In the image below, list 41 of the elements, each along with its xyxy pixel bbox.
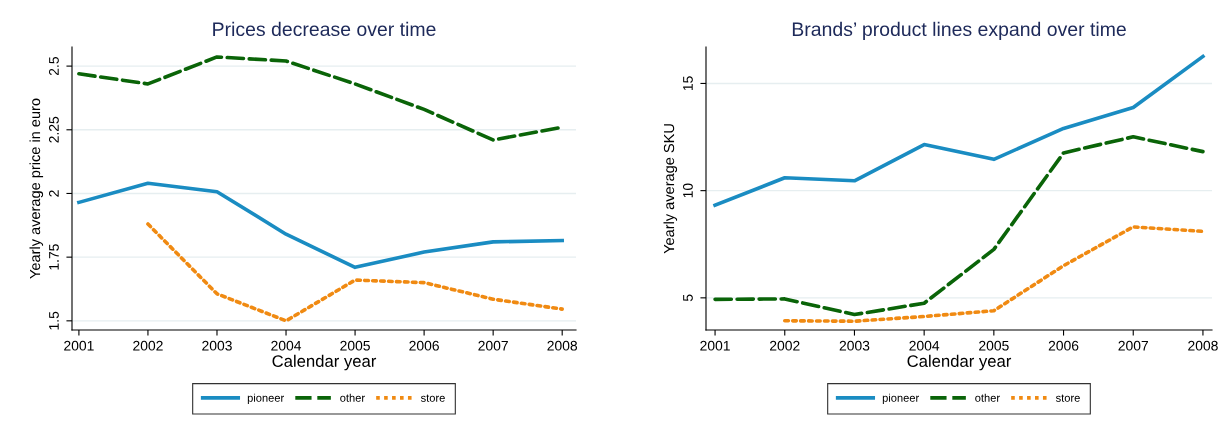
legend-label: pioneer: [247, 393, 285, 405]
x-tick-label: 2006: [409, 340, 439, 351]
y-tick-label: 10: [683, 183, 693, 198]
y-tick-label: 2: [49, 190, 59, 197]
chart-title: Brands’ product lines expand over time: [792, 21, 1126, 40]
x-tick-label: 2002: [770, 340, 800, 351]
x-axis-title: Calendar year: [272, 354, 377, 371]
y-tick-label: 2.5: [49, 57, 59, 76]
y-tick-label: 1.75: [49, 244, 59, 270]
x-tick-label: 2001: [64, 340, 94, 351]
legend-label: store: [1055, 394, 1080, 402]
y-tick-label: 5: [683, 294, 693, 302]
line-series: [713, 54, 1205, 208]
line-series: [77, 181, 564, 270]
line-series: [146, 222, 564, 323]
x-tick-label: 2002: [133, 340, 163, 351]
x-axis-title: Calendar year: [907, 354, 1012, 371]
x-tick-label: 2004: [909, 340, 940, 351]
x-tick-label: 2003: [202, 340, 232, 351]
y-tick-label: 1.5: [49, 311, 59, 330]
chart-title: Prices decrease over time: [213, 21, 436, 37]
legend-label: other: [975, 393, 1000, 402]
y-tick-label: 2.25: [49, 116, 59, 143]
x-tick-label: 2006: [1048, 340, 1079, 351]
x-tick-label: 2005: [979, 340, 1009, 351]
y-tick-label: 15: [683, 76, 693, 91]
x-tick-label: 2007: [478, 340, 508, 351]
x-tick-label: 2007: [1118, 340, 1148, 351]
y-axis-title: Yearly average SKU: [663, 124, 678, 254]
legend-label: pioneer: [882, 393, 920, 405]
x-tick-label: 2003: [839, 340, 870, 351]
legend-label: other: [340, 393, 365, 402]
x-tick-label: 2004: [271, 340, 302, 351]
x-tick-label: 2008: [1188, 340, 1218, 351]
x-tick-label: 2001: [700, 340, 730, 351]
x-tick-label: 2008: [547, 340, 578, 351]
line-series: [782, 225, 1205, 324]
legend-label: store: [420, 394, 445, 402]
y-axis-title: Yearly average price in euro: [29, 98, 44, 279]
line-series: [713, 135, 1205, 317]
x-tick-label: 2005: [340, 340, 370, 351]
